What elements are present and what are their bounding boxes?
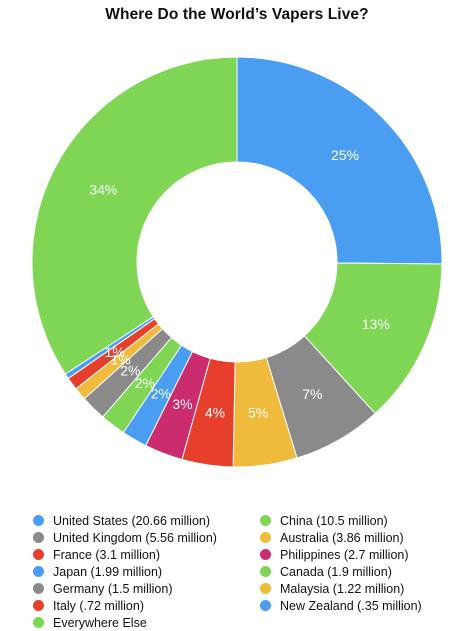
legend-swatch: [260, 566, 271, 577]
slice-labels: 25%13%7%5%4%3%2%2%2%1%1%34%: [89, 147, 389, 421]
chart-title: Where Do the World’s Vapers Live?: [105, 6, 369, 23]
legend-label: Canada (1.9 million): [280, 564, 392, 579]
slice-label-everywhere-else: 34%: [89, 182, 117, 198]
legend-item-new-zealand: New Zealand (.35 million): [260, 597, 422, 614]
legend-item-philippines: Philippines (2.7 million): [260, 546, 409, 563]
slice-label-germany: 2%: [120, 362, 140, 378]
legend-label: United Kingdom (5.56 million): [53, 530, 217, 545]
legend-swatch: [260, 515, 271, 526]
legend-item-malaysia: Malaysia (1.22 million): [260, 580, 404, 597]
legend-swatch: [33, 515, 44, 526]
donut-chart: 25%13%7%5%4%3%2%2%2%1%1%34%: [31, 56, 443, 468]
legend-item-china: China (10.5 million): [260, 512, 388, 529]
legend-item-united-kingdom: United Kingdom (5.56 million): [33, 529, 217, 546]
legend-item-germany: Germany (1.5 million): [33, 580, 172, 597]
slice-label-malaysia: 1%: [110, 352, 130, 368]
legend-label: Japan (1.99 million): [53, 564, 163, 579]
legend-item-australia: Australia (3.86 million): [260, 529, 404, 546]
legend-item-united-states: United States (20.66 million): [33, 512, 210, 529]
legend-item-everywhere-else: Everywhere Else: [33, 614, 147, 631]
legend-label: Germany (1.5 million): [53, 581, 173, 596]
slice-united-states: [236, 56, 443, 265]
slice-china: [303, 262, 443, 415]
legend-label: New Zealand (.35 million): [280, 598, 422, 613]
legend-swatch: [33, 549, 44, 560]
slice-label-united-states: 25%: [331, 147, 359, 163]
legend-label: Malaysia (1.22 million): [280, 581, 405, 596]
legend-swatch: [33, 617, 44, 628]
legend-label: Everywhere Else: [53, 615, 147, 630]
slice-label-united-kingdom: 7%: [302, 386, 322, 402]
donut-slices: [31, 56, 443, 468]
legend-swatch: [260, 600, 271, 611]
legend-item-japan: Japan (1.99 million): [33, 563, 162, 580]
legend-item-italy: Italy (.72 million): [33, 597, 144, 614]
legend-swatch: [260, 532, 271, 543]
legend-item-canada: Canada (1.9 million): [260, 563, 392, 580]
legend-label: France (3.1 million): [53, 547, 160, 562]
legend-swatch: [33, 566, 44, 577]
slice-label-france: 4%: [205, 404, 225, 420]
legend-swatch: [33, 583, 44, 594]
legend-label: Italy (.72 million): [53, 598, 144, 613]
legend-label: Australia (3.86 million): [280, 530, 404, 545]
slice-label-italy: 1%: [105, 344, 125, 360]
legend-swatch: [260, 583, 271, 594]
slice-label-china: 13%: [362, 316, 390, 332]
legend-label: Philippines (2.7 million): [280, 547, 409, 562]
legend-swatch: [260, 549, 271, 560]
slice-everywhere-else: [31, 56, 238, 375]
slice-label-australia: 5%: [248, 405, 268, 421]
legend-label: United States (20.66 million): [53, 513, 211, 528]
legend-swatch: [33, 600, 44, 611]
legend-item-france: France (3.1 million): [33, 546, 160, 563]
legend-swatch: [33, 532, 44, 543]
legend-label: China (10.5 million): [280, 513, 388, 528]
slice-label-japan: 2%: [151, 386, 171, 402]
slice-label-philippines: 3%: [172, 396, 192, 412]
slice-label-canada: 2%: [135, 375, 155, 391]
